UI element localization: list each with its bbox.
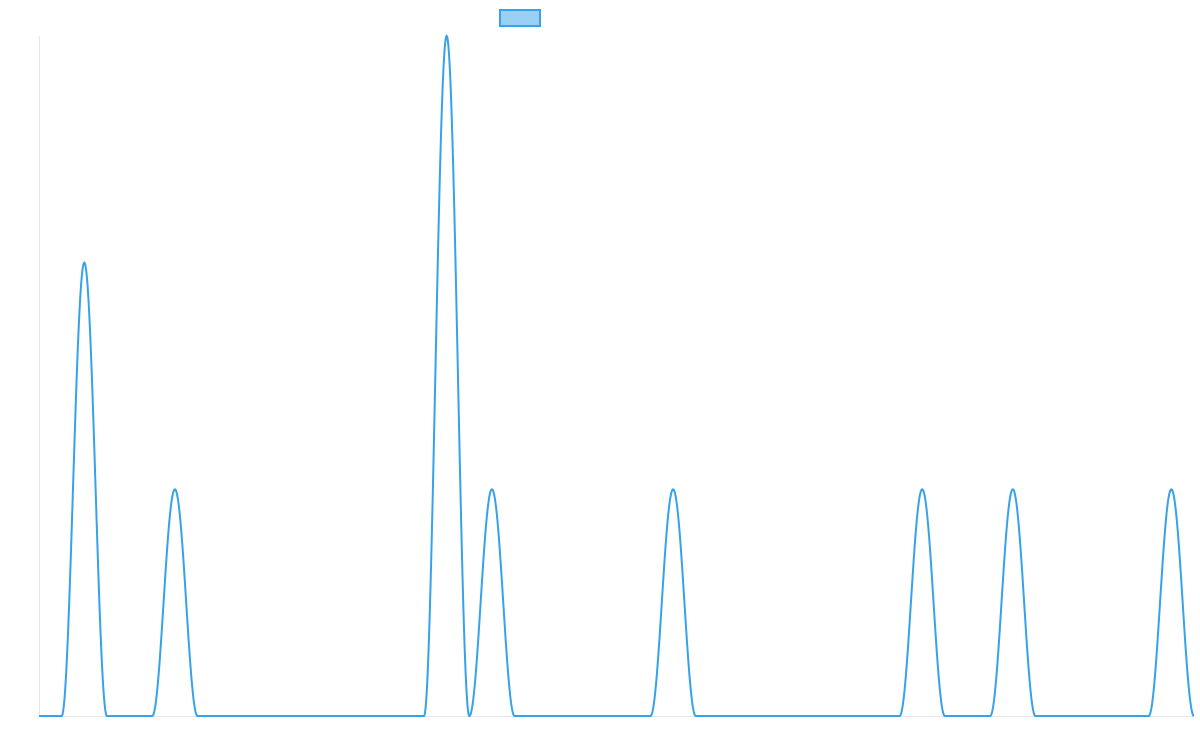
legend-swatch[interactable] — [499, 9, 541, 27]
series-line — [39, 34, 1195, 718]
legend[interactable] — [499, 9, 541, 27]
series-group — [39, 34, 1195, 718]
